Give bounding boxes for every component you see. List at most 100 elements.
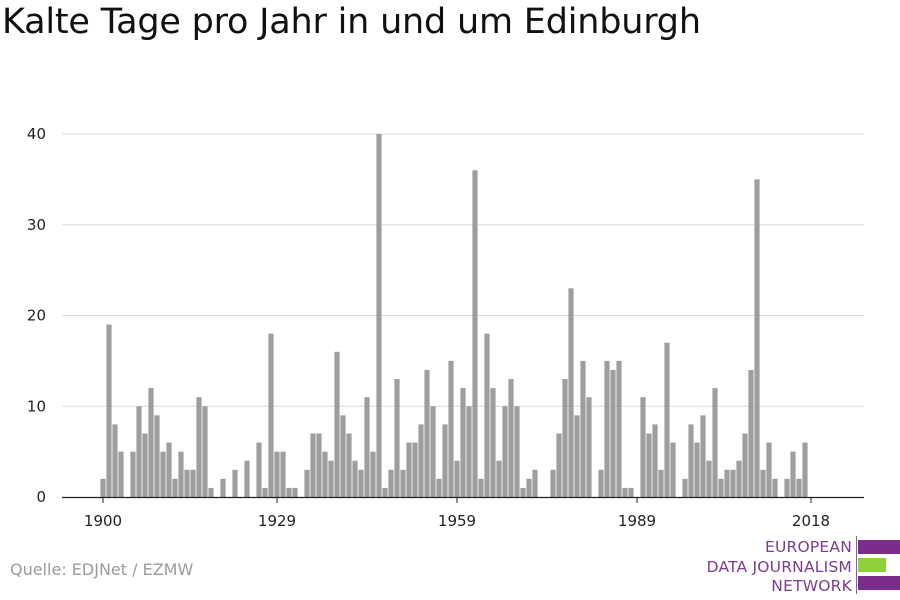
- bar-2015: [790, 451, 796, 498]
- bar-1969: [514, 406, 520, 497]
- bar-1905: [130, 451, 136, 498]
- bar-2012: [772, 478, 778, 497]
- bar-1953: [418, 424, 424, 497]
- logo-text-line-1: EUROPEAN: [764, 538, 852, 556]
- bar-1934: [304, 469, 310, 497]
- bar-1980: [580, 360, 586, 498]
- bar-1987: [622, 487, 628, 497]
- chart-title: Kalte Tage pro Jahr in und um Edinburgh: [2, 2, 701, 42]
- bar-1941: [346, 433, 352, 497]
- grid-lines: [62, 133, 864, 407]
- edjnet-logo: EUROPEAN DATA JOURNALISM NETWORK: [700, 536, 900, 596]
- bar-1922: [232, 469, 238, 497]
- bar-1903: [118, 451, 124, 498]
- bar-1943: [358, 469, 364, 497]
- x-tick-label: 1929: [258, 512, 296, 530]
- y-tick-label: 10: [27, 397, 46, 415]
- bar-1978: [568, 288, 574, 497]
- bar-1911: [166, 442, 172, 497]
- bar-1951: [406, 442, 412, 497]
- x-tick-label: 1989: [618, 512, 656, 530]
- bar-1901: [106, 324, 112, 497]
- bar-1961: [466, 406, 472, 497]
- bar-1954: [424, 369, 430, 497]
- bar-1900: [100, 478, 106, 497]
- logo-bar-purple-bottom: [858, 576, 900, 590]
- x-axis-ticks: 1900 1929 1959 1989 2018: [84, 497, 830, 530]
- bar-1992: [652, 424, 658, 497]
- bar-1909: [154, 415, 160, 497]
- bar-1940: [340, 415, 346, 497]
- bar-1994: [664, 342, 670, 497]
- bar-1975: [550, 469, 556, 497]
- logo-bar-green: [858, 558, 886, 572]
- bar-1913: [178, 451, 184, 498]
- bar-1999: [694, 442, 700, 497]
- bar-1968: [508, 379, 514, 497]
- bar-2006: [736, 460, 742, 497]
- bar-1906: [136, 406, 142, 497]
- bar-1917: [202, 406, 208, 497]
- logo-text-line-3: NETWORK: [771, 577, 852, 595]
- bar-1952: [412, 442, 418, 497]
- source-note: Quelle: EDJNet / EZMW: [10, 560, 194, 579]
- bar-1947: [382, 487, 388, 497]
- bar-1958: [448, 360, 454, 498]
- bar-2014: [784, 478, 790, 497]
- bar-1929: [274, 451, 280, 498]
- bar-1995: [670, 442, 676, 497]
- bar-2004: [724, 469, 730, 497]
- bar-1964: [484, 333, 490, 497]
- bar-1949: [394, 379, 400, 497]
- bar-1990: [640, 397, 646, 497]
- y-tick-label: 40: [27, 125, 46, 143]
- bar-1916: [196, 397, 202, 497]
- bar-1962: [472, 170, 478, 498]
- bar-1935: [310, 433, 316, 497]
- bar-1971: [526, 478, 532, 497]
- bar-2017: [802, 442, 808, 497]
- bar-1972: [532, 469, 538, 497]
- bar-1920: [220, 478, 226, 497]
- bar-1931: [286, 487, 292, 497]
- bar-1937: [322, 451, 328, 498]
- bar-2003: [718, 478, 724, 497]
- bar-1960: [460, 388, 466, 497]
- bar-1918: [208, 487, 214, 497]
- y-tick-label: 20: [27, 307, 46, 325]
- bar-1955: [430, 406, 436, 497]
- bar-1988: [628, 487, 634, 497]
- bar-2008: [748, 369, 754, 497]
- bar-1907: [142, 433, 148, 497]
- bar-1944: [364, 397, 370, 497]
- bar-1939: [334, 351, 340, 497]
- bar-1997: [682, 478, 688, 497]
- bar-1959: [454, 460, 460, 497]
- bar-1908: [148, 388, 154, 497]
- bar-1915: [190, 469, 196, 497]
- bar-1902: [112, 424, 118, 497]
- bar-1910: [160, 451, 166, 498]
- y-tick-label: 0: [36, 488, 46, 506]
- bar-1976: [556, 433, 562, 497]
- bar-1930: [280, 451, 286, 498]
- x-tick-label: 1959: [438, 512, 476, 530]
- bar-1912: [172, 478, 178, 497]
- bar-1979: [574, 415, 580, 497]
- bar-1926: [256, 442, 262, 497]
- bar-1963: [478, 478, 484, 497]
- bar-1938: [328, 460, 334, 497]
- bar-1945: [370, 451, 376, 498]
- bar-1998: [688, 424, 694, 497]
- bar-2001: [706, 460, 712, 497]
- bar-1950: [400, 469, 406, 497]
- y-axis-ticks: 0 10 20 30 40: [27, 125, 46, 506]
- bar-1981: [586, 397, 592, 497]
- bar-series: [100, 134, 808, 498]
- logo-separator: [856, 536, 857, 594]
- bar-2007: [742, 433, 748, 497]
- bar-1927: [262, 487, 268, 497]
- bar-1984: [604, 360, 610, 498]
- x-tick-label: 1900: [84, 512, 122, 530]
